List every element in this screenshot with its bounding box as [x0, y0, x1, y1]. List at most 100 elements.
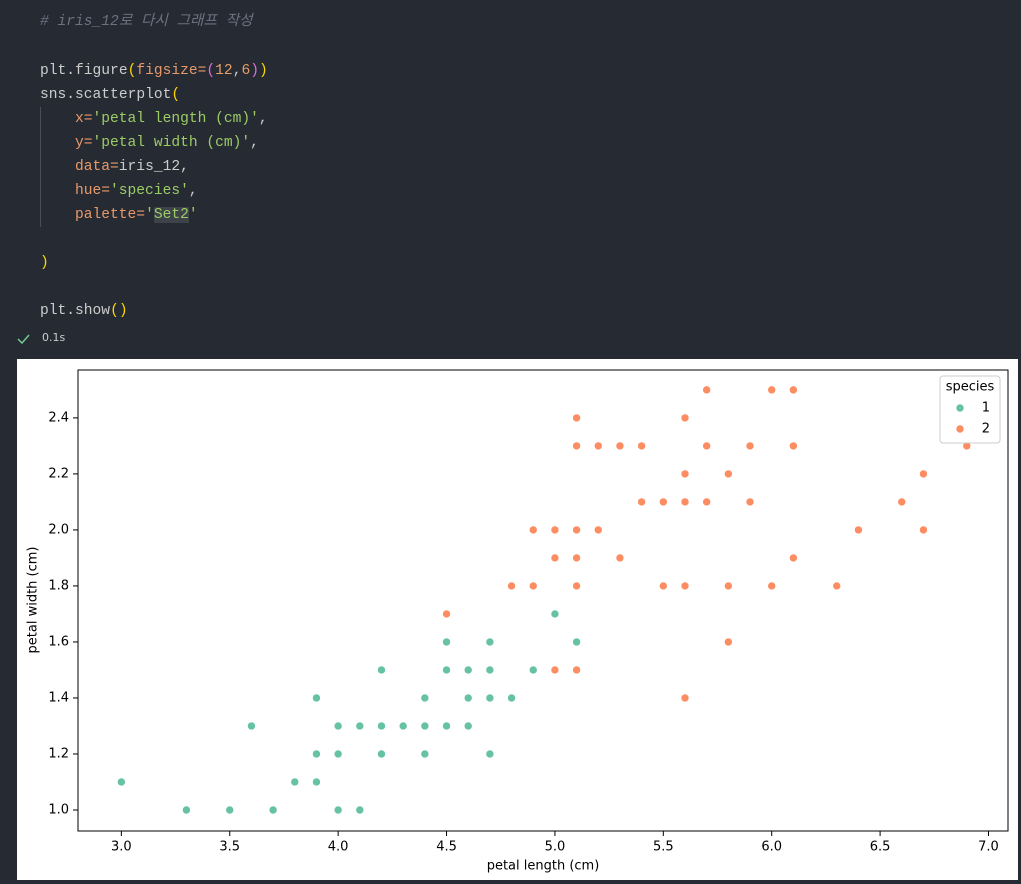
x-tick-label: 6.5 [870, 840, 891, 855]
scatter-point [312, 749, 321, 759]
scatter-point [767, 385, 777, 395]
code-token: 6 [241, 63, 251, 79]
scatter-point [615, 441, 625, 451]
scatter-point [724, 637, 733, 647]
code-line: x='petal length (cm)', [75, 107, 268, 131]
scatter-point [593, 441, 603, 451]
x-tick-label: 3.0 [111, 840, 132, 855]
scatter-point [247, 721, 256, 731]
scatter-point [572, 413, 581, 423]
code-token: 'petal width (cm)' [92, 135, 251, 151]
code-line: hue='species', [75, 179, 198, 203]
legend-title: species [946, 380, 995, 395]
scatter-point [702, 385, 711, 395]
scatter-point [745, 497, 755, 507]
code-token: x= [75, 111, 93, 127]
scatter-point [832, 581, 842, 591]
scatter-point [550, 553, 560, 563]
scatter-point [637, 497, 646, 507]
code-token: , [188, 183, 198, 199]
x-axis-label: petal length (cm) [487, 859, 600, 874]
scatter-point [615, 553, 625, 563]
scatter-point [333, 721, 343, 731]
scatter-point [442, 637, 451, 647]
scatter-point [789, 385, 798, 395]
scatter-point [680, 469, 690, 479]
code-line: ) [40, 251, 49, 275]
code-token: plt.show [40, 303, 111, 319]
scatter-point [854, 525, 863, 535]
x-tick-label: 5.0 [545, 840, 566, 855]
scatter-point [312, 777, 321, 787]
scatter-point [398, 721, 408, 731]
code-token: plt.figure [40, 63, 128, 79]
scatter-point [355, 721, 365, 731]
scatter-point [572, 553, 581, 563]
scatter-point [528, 581, 538, 591]
chart-background [17, 359, 1018, 880]
legend-label: 2 [982, 422, 990, 437]
scatter-point [507, 693, 516, 703]
scatter-point [268, 805, 278, 815]
scatter-point [377, 749, 386, 759]
scatter-point [572, 525, 581, 535]
x-tick-label: 5.5 [653, 840, 674, 855]
y-tick-label: 2.4 [48, 410, 69, 425]
y-tick-label: 1.8 [48, 578, 69, 593]
y-tick-label: 1.4 [48, 690, 69, 705]
code-token: ) [40, 255, 49, 271]
scatter-point [528, 525, 538, 535]
scatter-point [659, 497, 668, 507]
scatter-point [745, 441, 755, 451]
scatter-point [528, 665, 538, 675]
scatter-point [550, 609, 560, 619]
x-tick-label: 4.0 [328, 840, 349, 855]
chart: petal length (cm) petal width (cm) 3.0 3.… [17, 359, 1018, 880]
x-tick-label: 6.0 [761, 840, 782, 855]
scatter-point [550, 665, 560, 675]
scatter-point [680, 693, 690, 703]
scatter-point [572, 441, 581, 451]
code-line: plt.figure(figsize=(12,6)) [40, 59, 268, 83]
scatter-point [182, 805, 191, 815]
code-token: ) [250, 63, 259, 79]
x-tick-label: 7.0 [978, 840, 999, 855]
code-token: ( [127, 63, 137, 79]
scatter-point [442, 665, 451, 675]
scatter-point [550, 525, 560, 535]
code-token: , [232, 63, 242, 79]
y-axis-label: petal width (cm) [26, 547, 41, 654]
scatter-point [919, 525, 928, 535]
code-token: iris_12, [118, 159, 189, 175]
execution-time: 0.1s [42, 331, 66, 344]
scatter-point [897, 497, 907, 507]
code-token: ) [258, 63, 268, 79]
scatter-point [702, 497, 711, 507]
scatter-point [117, 777, 126, 787]
scatter-point [355, 805, 365, 815]
scatter-point [463, 721, 473, 731]
code-token: , [258, 111, 268, 127]
code-token: () [110, 303, 128, 319]
code-line: palette='Set2' [75, 203, 198, 227]
scatter-point [290, 777, 300, 787]
scatter-point [420, 749, 430, 759]
code-token: ( [206, 63, 216, 79]
scatter-point [333, 805, 343, 815]
code-token: Set2 [153, 207, 189, 223]
scatter-point [659, 581, 668, 591]
scatter-point [680, 413, 690, 423]
code-line: sns.scatterplot( [40, 83, 180, 107]
scatter-point [572, 665, 581, 675]
scatter-point [225, 805, 235, 815]
x-tick-label: 4.5 [436, 840, 457, 855]
scatter-point [377, 665, 386, 675]
code-token: hue= [75, 183, 111, 199]
scatter-point [724, 581, 733, 591]
legend-marker [955, 403, 965, 413]
scatter-point [680, 497, 690, 507]
scatter-point [485, 749, 495, 759]
code-token: data= [75, 159, 119, 175]
code-token: 'petal length (cm)' [92, 111, 259, 127]
plot-frame [77, 369, 1009, 832]
